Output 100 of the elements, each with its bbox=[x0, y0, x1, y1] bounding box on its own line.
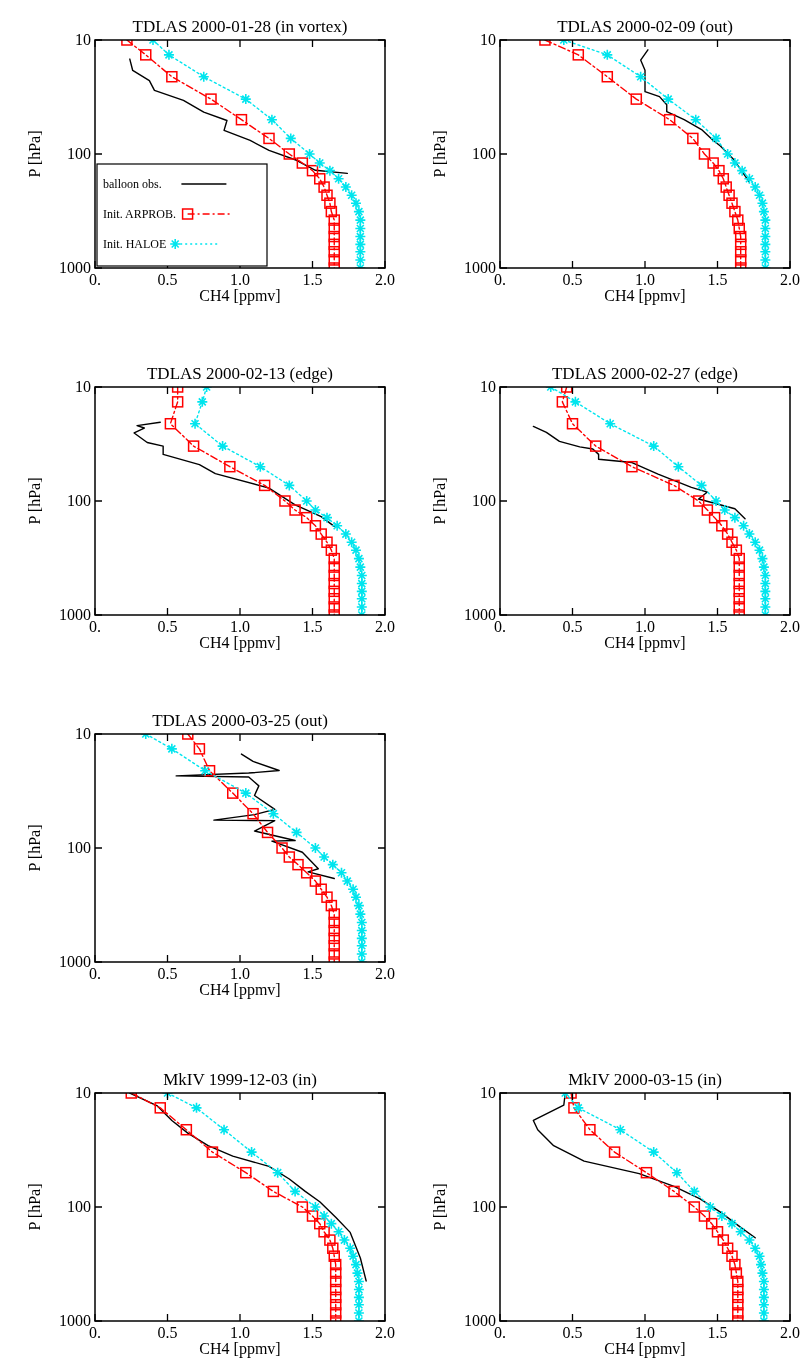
point bbox=[318, 181, 330, 193]
point bbox=[759, 577, 772, 590]
point bbox=[726, 1217, 738, 1230]
point bbox=[328, 939, 340, 952]
point bbox=[723, 189, 735, 201]
point bbox=[749, 1242, 761, 1255]
point bbox=[758, 1307, 770, 1319]
x-tick-label: 1.0 bbox=[635, 271, 655, 288]
point bbox=[328, 245, 340, 258]
point bbox=[296, 1201, 309, 1213]
legend-label: balloon obs. bbox=[103, 177, 162, 191]
point bbox=[324, 1234, 336, 1246]
x-tick-label: 1.5 bbox=[707, 1324, 728, 1341]
point bbox=[292, 858, 304, 871]
point bbox=[729, 511, 741, 524]
x-tick-label: 0.5 bbox=[157, 965, 178, 982]
y-axis-title: P [hPa] bbox=[431, 477, 448, 525]
point bbox=[671, 1166, 683, 1179]
chart-title: MkIV 2000-03-15 (in) bbox=[568, 1070, 722, 1089]
point bbox=[205, 93, 217, 105]
point bbox=[193, 743, 206, 755]
point bbox=[328, 585, 340, 598]
point bbox=[717, 173, 730, 185]
x-tick-label: 2.0 bbox=[375, 618, 395, 635]
point bbox=[710, 495, 722, 507]
x-tick-label: 1.5 bbox=[302, 618, 323, 635]
point bbox=[572, 1102, 585, 1114]
point bbox=[566, 417, 579, 430]
point bbox=[604, 417, 616, 430]
point bbox=[634, 70, 647, 83]
point bbox=[303, 148, 316, 160]
point bbox=[338, 1234, 351, 1246]
point bbox=[306, 1210, 319, 1222]
point bbox=[353, 1307, 365, 1319]
point bbox=[753, 189, 766, 202]
point bbox=[254, 460, 267, 473]
x-tick-label: 2.0 bbox=[780, 1324, 800, 1341]
point bbox=[354, 230, 367, 243]
y-tick-label: 100 bbox=[67, 1198, 91, 1215]
point bbox=[289, 1185, 301, 1198]
x-tick-label: 0.5 bbox=[562, 618, 583, 635]
point bbox=[328, 592, 340, 605]
x-tick-label: 0.5 bbox=[562, 1324, 583, 1341]
y-axis-title: P [hPa] bbox=[26, 824, 43, 872]
point bbox=[711, 1226, 724, 1238]
point bbox=[614, 1123, 627, 1136]
point bbox=[328, 561, 340, 573]
y-axis-title: P [hPa] bbox=[431, 130, 448, 178]
point bbox=[284, 132, 297, 145]
point bbox=[729, 205, 741, 218]
y-tick-label: 100 bbox=[67, 839, 91, 856]
point bbox=[327, 1242, 339, 1254]
point bbox=[309, 520, 322, 532]
point bbox=[290, 826, 303, 839]
x-tick-label: 0.5 bbox=[157, 618, 178, 635]
point bbox=[721, 1242, 734, 1254]
point bbox=[759, 222, 772, 235]
point bbox=[353, 1291, 365, 1304]
point bbox=[647, 440, 660, 452]
point bbox=[672, 460, 685, 473]
point bbox=[759, 230, 772, 243]
y-axis-title: P [hPa] bbox=[431, 1183, 448, 1231]
point bbox=[329, 1307, 342, 1319]
point bbox=[347, 883, 359, 896]
point bbox=[329, 1283, 342, 1296]
point bbox=[356, 939, 368, 952]
point bbox=[734, 254, 747, 266]
point bbox=[279, 495, 291, 507]
x-axis-title: CH4 [ppmv] bbox=[199, 1340, 281, 1358]
x-tick-label: 0.5 bbox=[157, 271, 178, 288]
point bbox=[345, 189, 358, 202]
point bbox=[283, 479, 296, 492]
point bbox=[199, 764, 211, 777]
point bbox=[189, 417, 201, 430]
x-tick-label: 1.0 bbox=[230, 618, 250, 635]
point bbox=[321, 891, 333, 903]
point bbox=[332, 1225, 345, 1238]
point bbox=[325, 899, 338, 912]
point bbox=[356, 592, 368, 605]
point bbox=[689, 113, 702, 126]
point bbox=[283, 148, 296, 160]
point bbox=[324, 197, 336, 209]
point bbox=[743, 1234, 756, 1246]
point bbox=[328, 916, 340, 929]
point bbox=[716, 1210, 728, 1222]
point bbox=[329, 1267, 342, 1279]
point bbox=[354, 238, 367, 251]
point bbox=[732, 214, 744, 226]
point bbox=[267, 1185, 280, 1198]
point bbox=[353, 552, 365, 565]
point bbox=[733, 569, 745, 582]
point bbox=[356, 916, 368, 929]
x-axis-title: CH4 [ppmv] bbox=[604, 1340, 686, 1358]
point bbox=[640, 1166, 653, 1179]
point bbox=[662, 93, 674, 105]
point bbox=[601, 70, 614, 83]
point bbox=[306, 164, 319, 177]
point bbox=[314, 173, 326, 185]
point bbox=[356, 924, 368, 937]
point bbox=[345, 536, 358, 549]
